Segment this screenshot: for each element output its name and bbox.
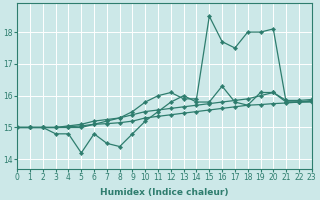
X-axis label: Humidex (Indice chaleur): Humidex (Indice chaleur): [100, 188, 229, 197]
